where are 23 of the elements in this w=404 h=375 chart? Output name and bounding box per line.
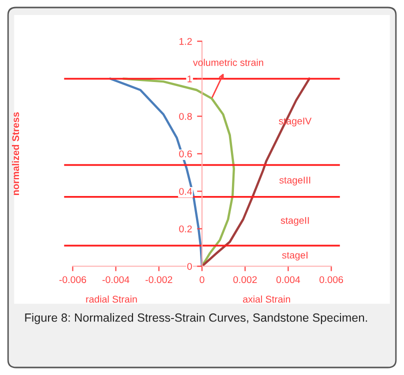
annotation: stageI (282, 252, 308, 260)
x-tick-label: -0.004 (102, 276, 130, 284)
x-tick-label: -0.002 (146, 276, 172, 284)
y-tick-label: 0.6 (179, 150, 192, 158)
y-axis-title: normalized Stress (12, 112, 20, 195)
caption: Figure 8: Normalized Stress-Strain Curves, Sandstone Specimen. (25, 313, 367, 324)
text: radial Strain (86, 296, 137, 303)
x-axis-title: axial Strain (243, 296, 290, 303)
x-tick-label: 0 (200, 276, 204, 284)
y-tick-label: 0.8 (179, 112, 192, 120)
annotation: volumetric strain (193, 58, 264, 66)
line-series (200, 78, 310, 266)
y-tick-label: 0.4 (179, 188, 192, 195)
x-tick-label: 0.004 (276, 276, 300, 284)
annotation: stageIII (279, 176, 310, 186)
x-tick-label: 0.002 (233, 276, 257, 284)
x-tick-label: -0.006 (59, 276, 86, 284)
y-tick-label: 1 (188, 76, 192, 82)
y-tick-label: 1.2 (180, 38, 192, 45)
annotation: stageII (280, 217, 309, 226)
y-tick-label: 0 (187, 262, 192, 270)
y-tick-label: 0.2 (179, 225, 192, 232)
x-tick-label: 0.006 (319, 276, 344, 284)
